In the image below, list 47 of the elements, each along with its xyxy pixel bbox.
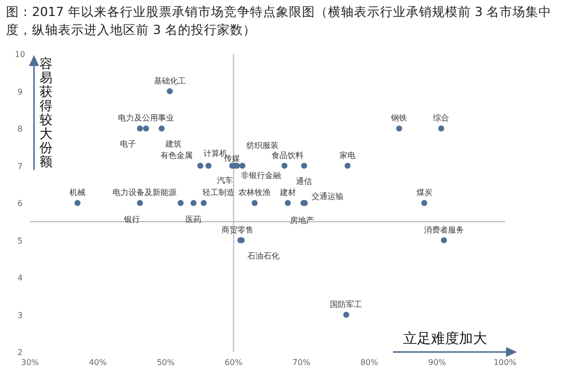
y-tick-label: 6	[17, 199, 23, 208]
x-tick-label: 50%	[156, 358, 176, 367]
annotation: 交通运输	[311, 192, 344, 201]
annotation: 石油石化	[248, 251, 280, 260]
annotation: 房地产	[290, 216, 314, 225]
y-tick-label: 9	[17, 87, 23, 96]
annotation: 有色金属	[160, 150, 192, 160]
annotation: 电力设备及新能源	[112, 188, 177, 197]
annotation: 通信	[296, 176, 312, 186]
x-tick-label: 100%	[494, 358, 517, 367]
annotation: 商贸零售	[221, 225, 254, 234]
annotation: 机械	[70, 188, 86, 197]
y-tick-label: 4	[17, 274, 23, 282]
annotation: 纺织服装	[246, 140, 278, 150]
x-tick-label: 30%	[21, 358, 40, 367]
annotation: 银行	[122, 215, 140, 224]
annotation: 家电	[340, 150, 356, 160]
annotation: 综合	[433, 114, 450, 122]
annotation: 国防军工	[330, 300, 362, 309]
x-axis-title: 立足难度加大	[403, 331, 487, 347]
annotation: 电子	[120, 140, 136, 148]
y-tick-label: 10	[14, 50, 26, 59]
y-axis-title: 容易获得较大份额	[40, 56, 52, 170]
chart-title: 图：2017 年以来各行业股票承销市场竞争特点象限图（横轴表示行业承销规模前 3 名市场集中度，纵轴表示进入地区前 3 名的投行家数）	[6, 3, 553, 39]
annotation: 钢铁	[390, 114, 408, 122]
annotation: 食品饮料	[271, 150, 304, 160]
y-tick-label: 8	[17, 124, 23, 134]
y-tick-label: 2	[17, 348, 23, 357]
annotation: 煤炭	[416, 188, 432, 197]
annotation: 非银行金融	[240, 170, 281, 180]
x-tick-label: 70%	[292, 358, 311, 367]
annotation: 汽车	[216, 176, 233, 185]
y-tick-label: 7	[17, 162, 23, 171]
annotation: 基础化工	[154, 76, 186, 86]
annotation: 医药	[186, 215, 202, 224]
y-tick-label: 5	[17, 236, 23, 246]
annotation: 农林牧渔	[238, 188, 271, 197]
x-tick-label: 90%	[428, 358, 446, 367]
x-tick-label: 40%	[88, 358, 108, 367]
annotation: 消费者服务	[424, 225, 464, 234]
x-tick-label: 60%	[224, 358, 243, 367]
annotation: 电力及公用事业	[118, 114, 174, 122]
annotation: 建筑	[164, 140, 182, 148]
y-tick-label: 3	[17, 310, 23, 320]
annotation: 轻工制造	[202, 188, 235, 197]
x-tick-label: 80%	[360, 358, 379, 367]
annotation: 建材	[278, 188, 296, 197]
